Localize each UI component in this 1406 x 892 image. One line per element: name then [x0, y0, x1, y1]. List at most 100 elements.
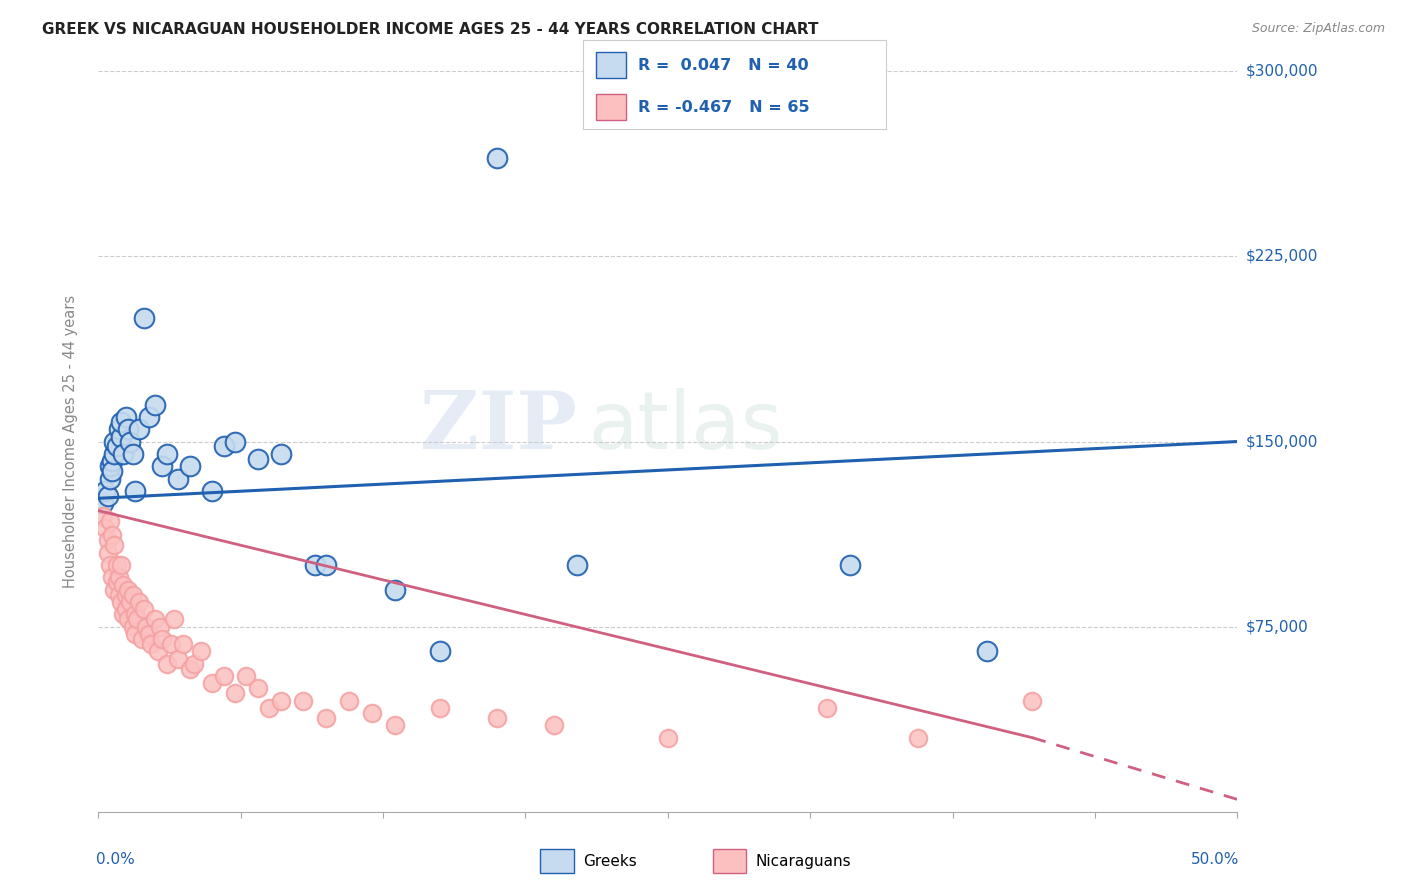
Point [1021, 694, 1043, 708]
Point [103, 447, 125, 461]
Point [146, 644, 169, 658]
Point [110, 558, 132, 572]
Point [138, 409, 160, 424]
Point [98, 459, 121, 474]
Point [128, 422, 150, 436]
Point [179, 662, 201, 676]
Point [135, 619, 157, 633]
Text: Nicaraguans: Nicaraguans [755, 854, 851, 869]
Point [167, 651, 190, 665]
Point [105, 440, 128, 454]
Point [108, 570, 131, 584]
Point [114, 588, 136, 602]
Text: GREEK VS NICARAGUAN HOUSEHOLDER INCOME AGES 25 - 44 YEARS CORRELATION CHART: GREEK VS NICARAGUAN HOUSEHOLDER INCOME A… [42, 22, 818, 37]
Point [96, 533, 118, 548]
Point [179, 459, 201, 474]
Point [101, 464, 124, 478]
Point [117, 582, 139, 597]
Point [108, 588, 131, 602]
Point [360, 706, 382, 720]
Point [167, 471, 190, 485]
Point [543, 718, 565, 732]
Point [429, 701, 451, 715]
Point [224, 434, 246, 449]
Text: Source: ZipAtlas.com: Source: ZipAtlas.com [1251, 22, 1385, 36]
Text: atlas: atlas [588, 388, 783, 466]
Point [114, 602, 136, 616]
Point [149, 619, 172, 633]
Point [212, 669, 235, 683]
Point [337, 694, 360, 708]
Point [121, 447, 143, 461]
Point [235, 669, 257, 683]
Y-axis label: Householder Income Ages 25 - 44 years: Householder Income Ages 25 - 44 years [63, 295, 77, 588]
Point [183, 657, 205, 671]
Text: $300,000: $300,000 [1246, 64, 1317, 78]
Point [131, 632, 153, 646]
Point [120, 434, 142, 449]
Point [162, 612, 184, 626]
Point [270, 447, 292, 461]
Point [132, 311, 155, 326]
Point [907, 731, 929, 745]
Point [103, 538, 125, 552]
Point [259, 701, 281, 715]
Text: ZIP: ZIP [420, 388, 576, 466]
Point [114, 409, 136, 424]
Text: $150,000: $150,000 [1246, 434, 1317, 449]
Point [98, 558, 121, 572]
Point [160, 637, 183, 651]
Point [120, 595, 142, 609]
Point [105, 558, 128, 572]
Text: 0.0%: 0.0% [96, 853, 135, 867]
Bar [540, 849, 574, 873]
Point [127, 612, 149, 626]
Point [110, 595, 132, 609]
Point [110, 415, 132, 429]
Text: $225,000: $225,000 [1246, 249, 1317, 264]
Point [91, 496, 114, 510]
Point [150, 459, 173, 474]
Point [98, 471, 121, 485]
Point [190, 644, 212, 658]
Point [121, 588, 143, 602]
Bar [713, 849, 747, 873]
Point [91, 508, 114, 523]
Point [121, 619, 143, 633]
Point [486, 151, 509, 165]
Text: R = -0.467   N = 65: R = -0.467 N = 65 [638, 100, 810, 114]
Point [112, 577, 135, 591]
Point [124, 627, 146, 641]
Point [124, 483, 146, 498]
Point [201, 676, 224, 690]
Point [657, 731, 679, 745]
Point [110, 429, 132, 443]
Point [128, 595, 150, 609]
Point [139, 637, 162, 651]
Point [96, 545, 118, 560]
Point [145, 612, 167, 626]
Point [101, 570, 124, 584]
Point [270, 694, 292, 708]
Text: R =  0.047   N = 40: R = 0.047 N = 40 [638, 58, 808, 72]
Point [150, 632, 173, 646]
Point [138, 627, 160, 641]
Point [112, 447, 135, 461]
Point [384, 582, 406, 597]
Point [315, 711, 337, 725]
Point [105, 575, 128, 590]
Point [101, 454, 124, 468]
Bar [596, 52, 626, 78]
Point [124, 607, 146, 622]
Point [292, 694, 315, 708]
Point [224, 686, 246, 700]
Point [201, 483, 224, 498]
Point [103, 582, 125, 597]
Point [145, 398, 167, 412]
Point [212, 440, 235, 454]
Point [156, 657, 179, 671]
Point [246, 451, 269, 466]
Point [315, 558, 337, 572]
Point [839, 558, 862, 572]
Point [815, 701, 838, 715]
